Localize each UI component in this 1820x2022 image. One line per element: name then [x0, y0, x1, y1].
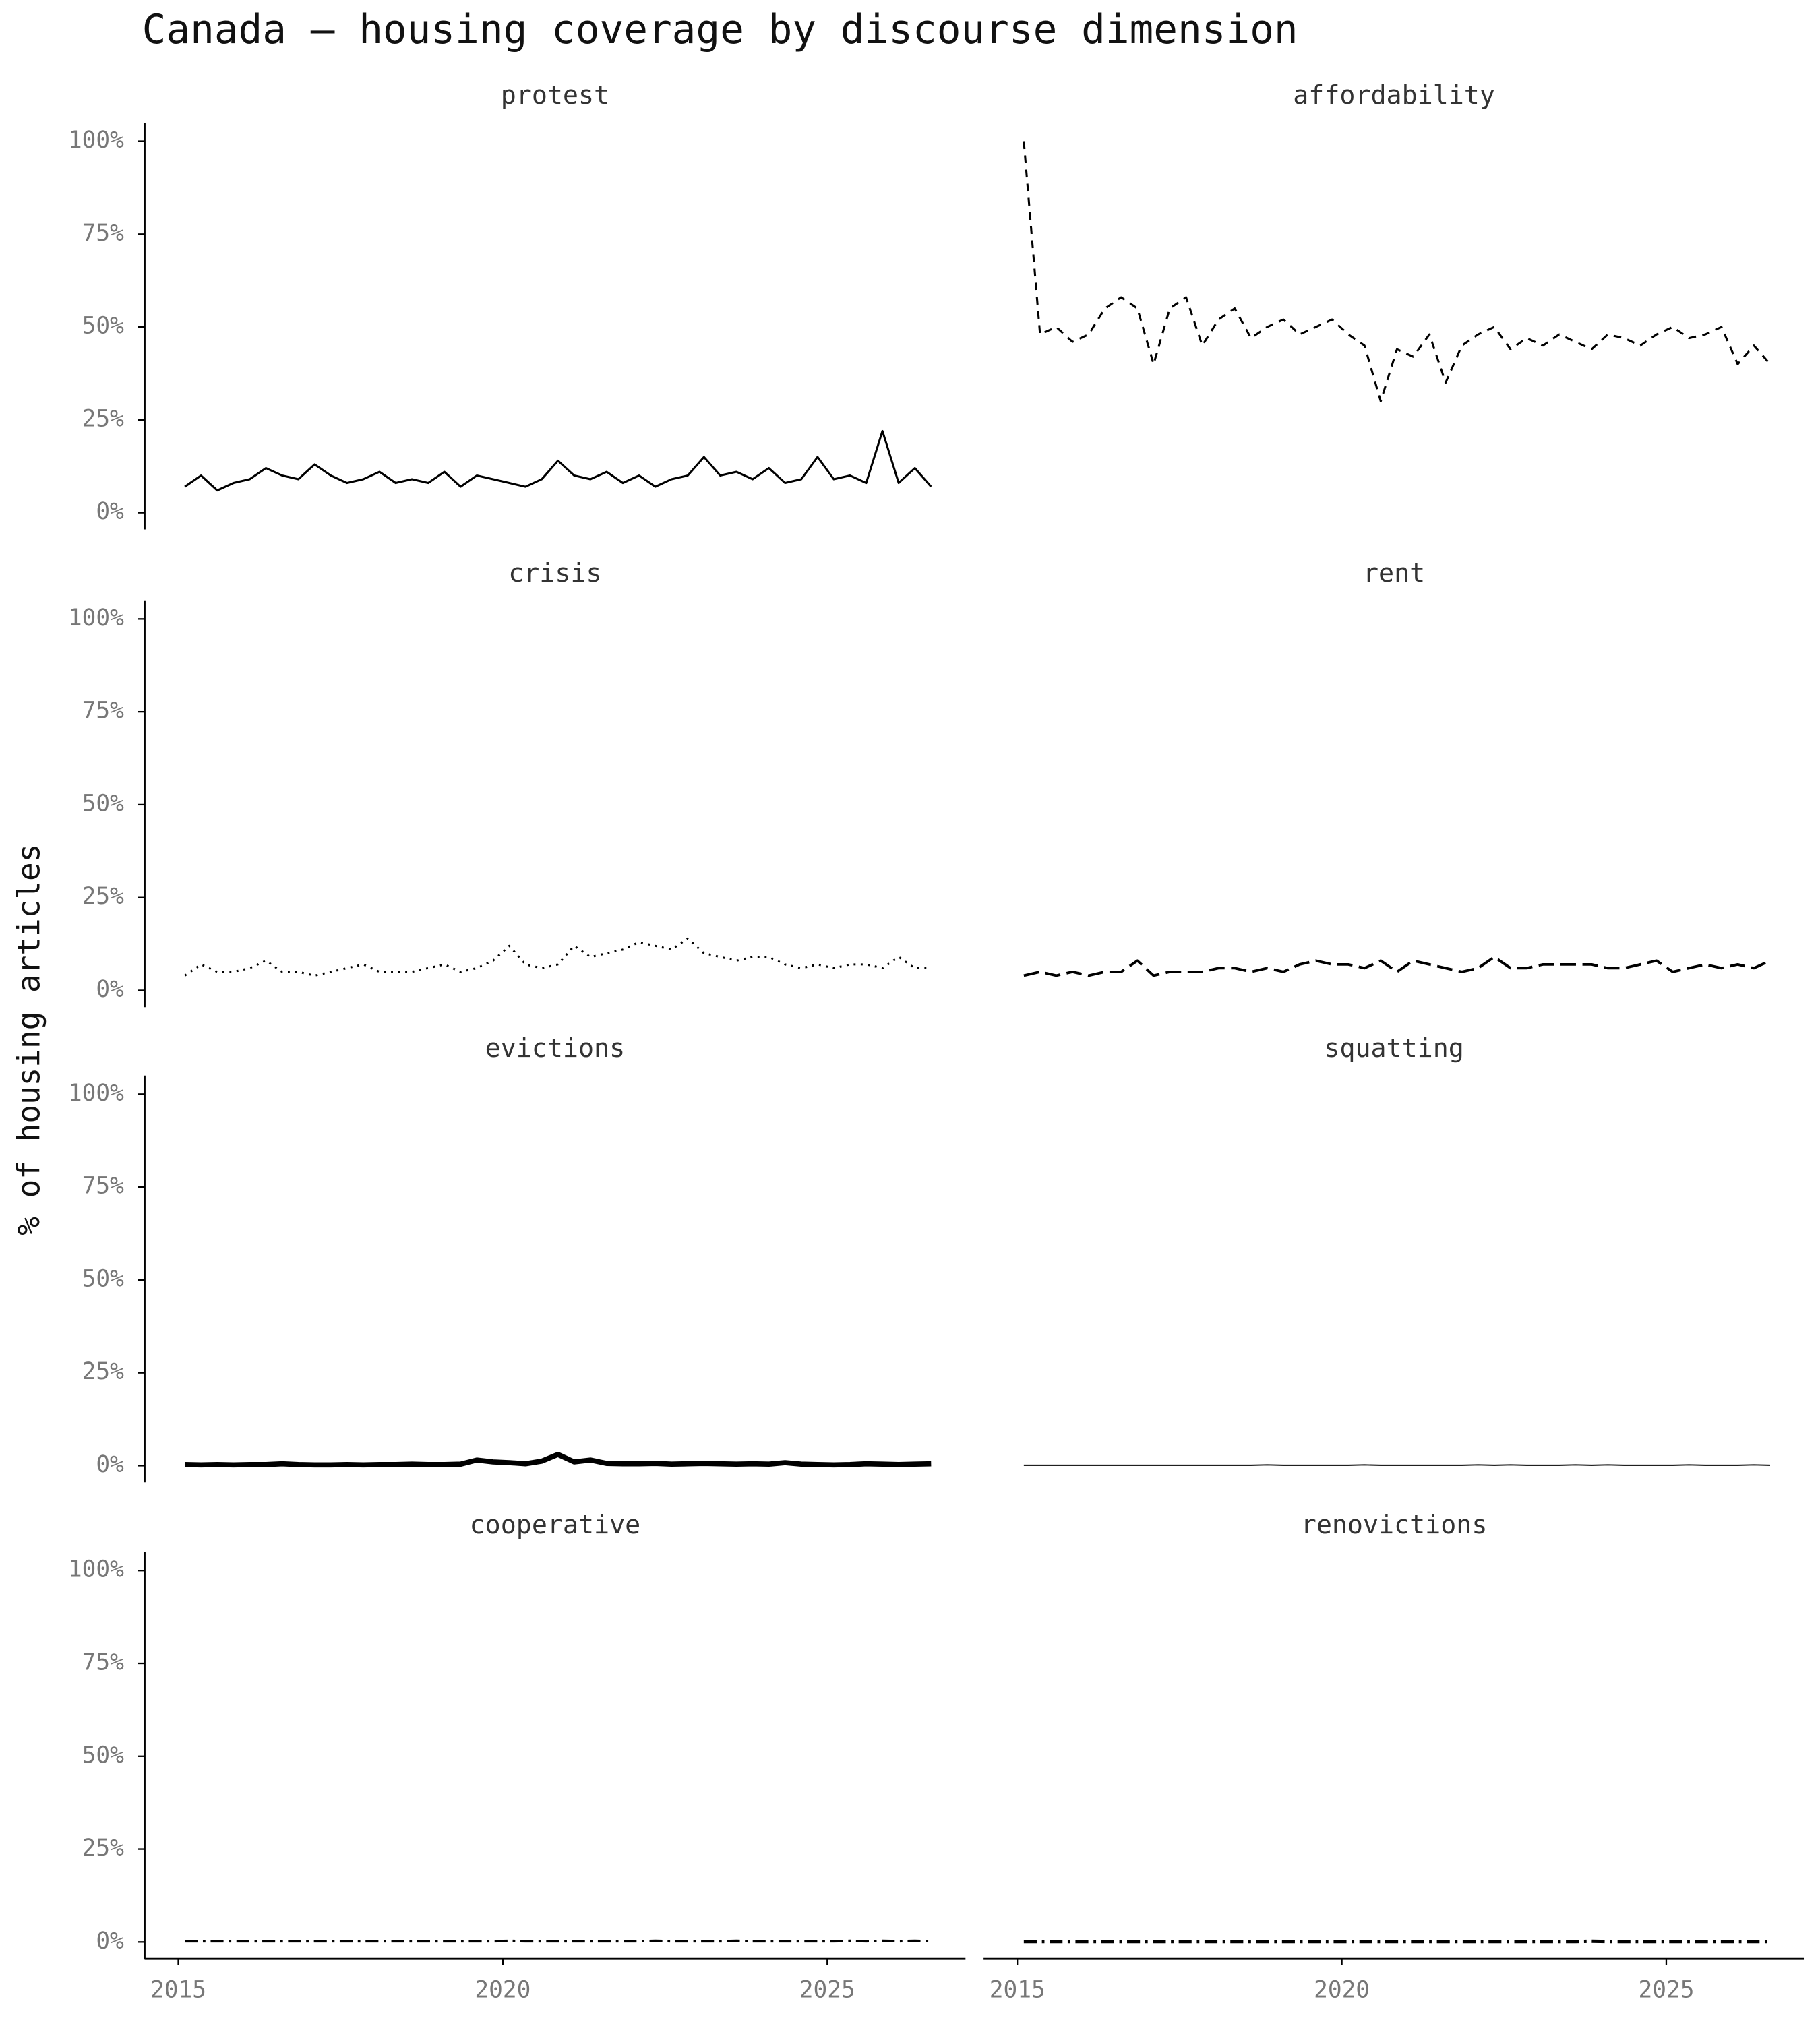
- y-tick-label: 25%: [82, 405, 124, 432]
- data-line: [185, 1452, 932, 1468]
- y-tick-label: 100%: [68, 127, 124, 154]
- y-tick-label: 50%: [82, 790, 124, 817]
- y-tick-label: 25%: [82, 883, 124, 910]
- x-tick-label: 2025: [799, 1977, 855, 2004]
- y-tick-label: 0%: [96, 1451, 124, 1478]
- y-tick-label: 50%: [82, 313, 124, 340]
- panel-title: renovictions: [1301, 1510, 1488, 1540]
- panel-title: cooperative: [470, 1510, 641, 1540]
- x-tick-label: 2020: [1314, 1977, 1370, 2004]
- y-tick-label: 100%: [68, 1080, 124, 1107]
- data-line: [185, 1939, 932, 1943]
- data-line: [184, 429, 932, 492]
- y-tick-label: 25%: [82, 1835, 124, 1862]
- y-tick-label: 0%: [96, 976, 124, 1003]
- x-tick-label: 2015: [990, 1977, 1045, 2004]
- y-tick-label: 75%: [82, 698, 124, 725]
- data-line: [1023, 1939, 1770, 1944]
- y-tick-label: 0%: [96, 498, 124, 525]
- x-tick-label: 2025: [1638, 1977, 1694, 2004]
- panel-title: crisis: [508, 558, 601, 588]
- x-tick-label: 2020: [475, 1977, 530, 2004]
- data-line: [184, 937, 932, 977]
- y-tick-label: 50%: [82, 1742, 124, 1769]
- y-tick-label: 75%: [82, 1173, 124, 1200]
- panel-title: affordability: [1293, 80, 1495, 111]
- panel-title: rent: [1363, 558, 1425, 588]
- y-tick-label: 75%: [82, 220, 124, 247]
- y-tick-label: 75%: [82, 1649, 124, 1676]
- chart-title: Canada — housing coverage by discourse d…: [142, 7, 1298, 53]
- y-tick-label: 100%: [68, 605, 124, 632]
- data-line: [1023, 955, 1771, 977]
- y-tick-label: 0%: [96, 1928, 124, 1955]
- panel-title: protest: [501, 80, 609, 111]
- x-tick-label: 2015: [150, 1977, 206, 2004]
- panel-title: evictions: [485, 1033, 625, 1064]
- y-axis-label: % of housing articles: [10, 844, 47, 1235]
- panel-title: squatting: [1324, 1033, 1463, 1064]
- y-tick-label: 25%: [82, 1358, 124, 1385]
- data-line: [1023, 141, 1771, 402]
- y-tick-label: 100%: [68, 1556, 124, 1583]
- y-tick-label: 50%: [82, 1265, 124, 1292]
